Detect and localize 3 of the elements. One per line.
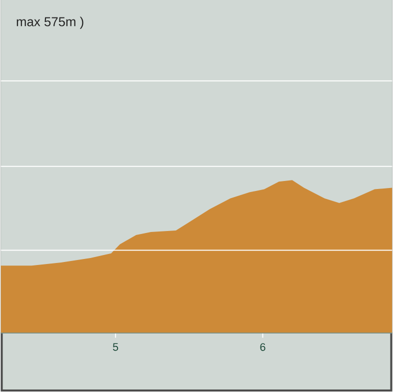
x-tick-label: 5 <box>112 343 118 352</box>
x-tick-label: 6 <box>260 343 266 352</box>
chart-title: max 575m ) <box>16 17 84 30</box>
